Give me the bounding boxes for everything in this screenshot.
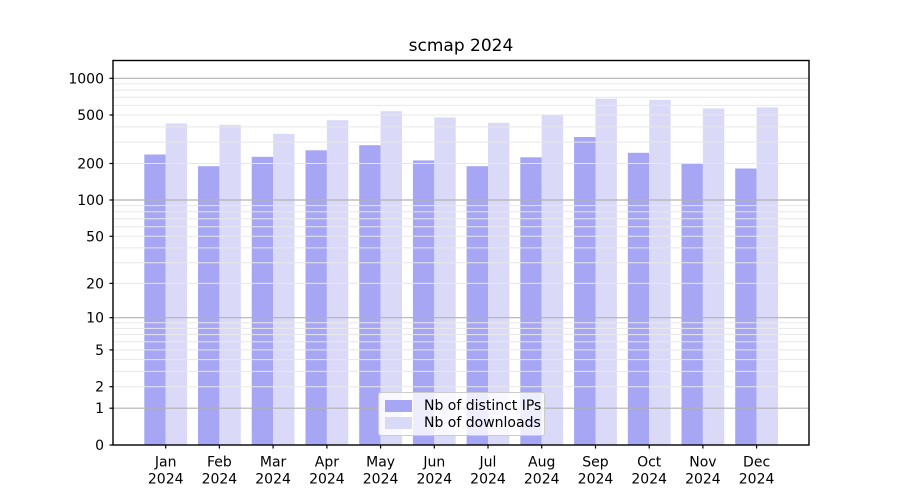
- bar-distinct-ips-jan: [144, 154, 166, 445]
- x-tick-year-oct: 2024: [631, 472, 667, 488]
- x-tick-label-dec: Dec: [743, 455, 770, 471]
- legend-item-distinct-ips: Nb of distinct IPs: [385, 398, 541, 414]
- bar-downloads-nov: [702, 108, 725, 445]
- x-tick-label-aug: Aug: [528, 455, 555, 471]
- bar-distinct-ips-dec: [735, 168, 757, 445]
- bar-downloads-jul: [488, 122, 510, 446]
- legend-label-downloads: Nb of downloads: [424, 415, 541, 431]
- bar-downloads-dec: [756, 107, 778, 446]
- y-tick-label-500: 500: [77, 108, 104, 124]
- x-tick-year-mar: 2024: [255, 472, 291, 488]
- x-tick-label-feb: Feb: [207, 455, 232, 471]
- x-tick-label-may: May: [366, 455, 395, 471]
- y-tick-label-1000: 1000: [68, 71, 104, 87]
- x-tick-year-aug: 2024: [524, 472, 560, 488]
- x-tick-label-nov: Nov: [689, 455, 716, 471]
- y-tick-label-200: 200: [77, 157, 104, 173]
- y-tick-label-1: 1: [95, 401, 104, 417]
- x-tick-label-jul: Jul: [479, 455, 497, 471]
- plot-border: [112, 59, 810, 446]
- legend-swatch-distinct-ips: [385, 400, 412, 412]
- bar-downloads-jun: [434, 117, 456, 446]
- x-tick-year-jun: 2024: [416, 472, 452, 488]
- x-tick-year-may: 2024: [363, 472, 399, 488]
- bar-distinct-ips-feb: [198, 166, 220, 445]
- y-tick-label-2: 2: [95, 380, 104, 396]
- bar-distinct-ips-may: [359, 145, 381, 445]
- x-tick-year-apr: 2024: [309, 472, 345, 488]
- x-tick-label-jan: Jan: [154, 455, 177, 471]
- bar-distinct-ips-sep: [574, 137, 596, 445]
- x-tick-year-nov: 2024: [685, 472, 721, 488]
- y-tick-label-10: 10: [86, 311, 104, 327]
- bar-downloads-sep: [595, 98, 617, 445]
- bar-distinct-ips-mar: [251, 156, 274, 446]
- x-tick-label-apr: Apr: [315, 455, 339, 471]
- bar-downloads-feb: [219, 124, 241, 446]
- x-tick-label-sep: Sep: [582, 455, 609, 471]
- x-tick-label-mar: Mar: [260, 455, 287, 471]
- bar-distinct-ips-aug: [520, 157, 542, 446]
- chart-title: scmap 2024: [408, 36, 514, 56]
- bar-downloads-may: [380, 111, 402, 445]
- x-tick-year-dec: 2024: [739, 472, 775, 488]
- legend-swatch-downloads: [385, 417, 412, 429]
- x-tick-year-jul: 2024: [470, 472, 506, 488]
- bar-downloads-apr: [326, 120, 349, 445]
- x-tick-label-jun: Jun: [422, 455, 445, 471]
- bar-distinct-ips-oct: [627, 152, 650, 446]
- y-tick-label-50: 50: [86, 229, 104, 245]
- bar-downloads-oct: [649, 99, 671, 446]
- x-tick-label-oct: Oct: [637, 455, 662, 471]
- y-tick-label-0: 0: [95, 438, 104, 454]
- bar-downloads-jan: [165, 123, 188, 446]
- x-tick-year-feb: 2024: [202, 472, 238, 488]
- y-tick-label-5: 5: [95, 343, 104, 359]
- x-tick-year-jan: 2024: [148, 472, 184, 488]
- bar-downloads-mar: [273, 133, 295, 446]
- y-tick-label-100: 100: [77, 193, 104, 209]
- legend-box: Nb of distinct IPs Nb of downloads: [378, 392, 545, 436]
- y-tick-label-20: 20: [86, 276, 104, 292]
- bar-distinct-ips-apr: [305, 150, 327, 446]
- x-tick-year-sep: 2024: [578, 472, 614, 488]
- legend-item-downloads: Nb of downloads: [385, 415, 541, 431]
- bar-distinct-ips-nov: [681, 163, 703, 445]
- bar-distinct-ips-jun: [412, 160, 435, 445]
- legend-label-distinct-ips: Nb of distinct IPs: [424, 398, 542, 414]
- bar-downloads-aug: [541, 114, 564, 446]
